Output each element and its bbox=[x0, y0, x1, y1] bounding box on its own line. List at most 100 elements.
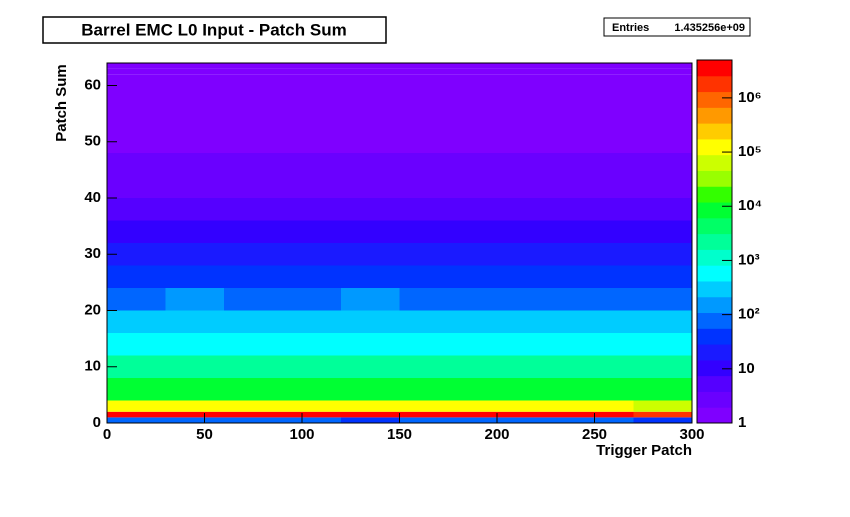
x-tick-label: 100 bbox=[289, 426, 314, 443]
cell bbox=[165, 411, 224, 418]
cell bbox=[516, 153, 575, 176]
cell bbox=[633, 198, 692, 221]
cell bbox=[107, 333, 166, 356]
cell bbox=[341, 220, 400, 243]
cell bbox=[516, 220, 575, 243]
cell bbox=[107, 85, 166, 108]
cell bbox=[341, 63, 400, 69]
cell bbox=[516, 85, 575, 108]
y-axis-title: Patch Sum bbox=[53, 64, 70, 142]
y-tick-label: 20 bbox=[84, 301, 101, 318]
cell bbox=[633, 63, 692, 69]
cell bbox=[399, 333, 458, 356]
cell bbox=[165, 400, 224, 412]
cell bbox=[575, 74, 634, 86]
color-band bbox=[697, 170, 732, 187]
z-tick-label: 10³ bbox=[738, 251, 760, 268]
cell bbox=[224, 417, 283, 423]
color-band bbox=[697, 75, 732, 93]
cell bbox=[575, 130, 634, 153]
cell bbox=[341, 153, 400, 176]
cell bbox=[282, 108, 341, 131]
cell bbox=[458, 400, 517, 412]
y-tick-label: 30 bbox=[84, 245, 101, 262]
cell bbox=[282, 153, 341, 176]
cell bbox=[165, 153, 224, 176]
cell bbox=[107, 310, 166, 333]
cell bbox=[282, 220, 341, 243]
cell bbox=[165, 68, 224, 75]
cell bbox=[282, 288, 341, 311]
cell bbox=[633, 411, 692, 418]
color-band bbox=[697, 233, 732, 250]
y-tick-label: 0 bbox=[93, 414, 101, 431]
cell bbox=[575, 355, 634, 378]
cell bbox=[516, 355, 575, 378]
cell bbox=[633, 153, 692, 176]
cell bbox=[516, 378, 575, 401]
cell bbox=[282, 68, 341, 75]
cell bbox=[633, 265, 692, 288]
z-tick-label: 10 bbox=[738, 360, 755, 377]
cell bbox=[575, 243, 634, 266]
x-tick-label: 150 bbox=[387, 426, 412, 443]
cell bbox=[399, 355, 458, 378]
cell bbox=[282, 63, 341, 69]
cell bbox=[516, 68, 575, 75]
stats-name: Entries bbox=[612, 22, 649, 34]
z-tick-label: 1 bbox=[738, 414, 746, 431]
color-band bbox=[697, 154, 732, 171]
cell bbox=[399, 175, 458, 198]
cell bbox=[399, 378, 458, 401]
cell bbox=[399, 288, 458, 311]
cell bbox=[165, 63, 224, 69]
cell bbox=[399, 85, 458, 108]
cell bbox=[107, 130, 166, 153]
cell bbox=[575, 310, 634, 333]
cell bbox=[633, 130, 692, 153]
cell bbox=[165, 310, 224, 333]
cell bbox=[282, 198, 341, 221]
cell bbox=[399, 220, 458, 243]
cell bbox=[107, 378, 166, 401]
cell bbox=[107, 153, 166, 176]
color-band bbox=[697, 186, 732, 203]
cell bbox=[575, 220, 634, 243]
cell bbox=[399, 108, 458, 131]
cell bbox=[282, 310, 341, 333]
cell bbox=[516, 74, 575, 86]
z-tick-label: 10⁵ bbox=[738, 143, 762, 160]
cell bbox=[224, 220, 283, 243]
cell bbox=[107, 411, 166, 418]
cell bbox=[341, 68, 400, 75]
cell bbox=[107, 243, 166, 266]
cell bbox=[399, 153, 458, 176]
cell bbox=[516, 243, 575, 266]
color-band bbox=[697, 91, 732, 108]
cell bbox=[516, 198, 575, 221]
cell bbox=[107, 220, 166, 243]
cell bbox=[399, 310, 458, 333]
cell bbox=[282, 265, 341, 288]
cell bbox=[458, 220, 517, 243]
cell bbox=[282, 175, 341, 198]
cell bbox=[516, 411, 575, 418]
cell bbox=[224, 198, 283, 221]
cell bbox=[224, 85, 283, 108]
cell bbox=[399, 63, 458, 69]
color-band bbox=[697, 60, 732, 77]
color-band bbox=[697, 328, 732, 345]
color-band bbox=[697, 249, 732, 266]
cell bbox=[575, 400, 634, 412]
cell bbox=[458, 198, 517, 221]
cell bbox=[341, 378, 400, 401]
x-axis-title: Trigger Patch bbox=[596, 442, 692, 459]
cell bbox=[633, 378, 692, 401]
cell bbox=[165, 220, 224, 243]
cell bbox=[224, 153, 283, 176]
cell bbox=[516, 417, 575, 423]
cell bbox=[458, 243, 517, 266]
cell bbox=[575, 417, 634, 423]
y-tick-label: 50 bbox=[84, 133, 101, 150]
